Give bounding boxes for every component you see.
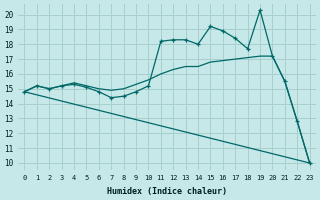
X-axis label: Humidex (Indice chaleur): Humidex (Indice chaleur) [107,187,227,196]
